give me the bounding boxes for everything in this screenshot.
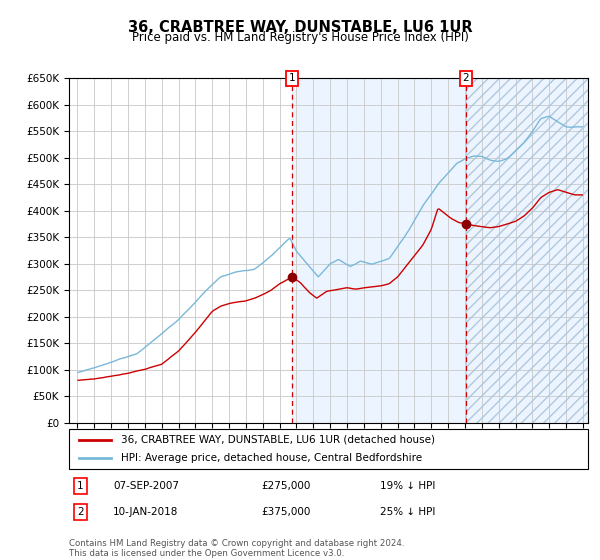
Text: 07-SEP-2007: 07-SEP-2007 (113, 481, 179, 491)
Text: £275,000: £275,000 (261, 481, 310, 491)
Text: 1: 1 (77, 481, 83, 491)
Bar (292, 78, 592, 423)
Bar (466, 78, 592, 423)
Text: Price paid vs. HM Land Registry's House Price Index (HPI): Price paid vs. HM Land Registry's House … (131, 31, 469, 44)
FancyBboxPatch shape (69, 429, 588, 469)
Text: 10-JAN-2018: 10-JAN-2018 (113, 507, 178, 517)
Text: 36, CRABTREE WAY, DUNSTABLE, LU6 1UR (detached house): 36, CRABTREE WAY, DUNSTABLE, LU6 1UR (de… (121, 435, 435, 445)
Text: Contains HM Land Registry data © Crown copyright and database right 2024.
This d: Contains HM Land Registry data © Crown c… (69, 539, 404, 558)
Text: 2: 2 (77, 507, 83, 517)
Text: 1: 1 (289, 73, 296, 83)
Text: 25% ↓ HPI: 25% ↓ HPI (380, 507, 436, 517)
Text: 36, CRABTREE WAY, DUNSTABLE, LU6 1UR: 36, CRABTREE WAY, DUNSTABLE, LU6 1UR (128, 20, 472, 35)
Text: £375,000: £375,000 (261, 507, 310, 517)
Text: 2: 2 (463, 73, 469, 83)
Text: HPI: Average price, detached house, Central Bedfordshire: HPI: Average price, detached house, Cent… (121, 454, 422, 463)
Text: 19% ↓ HPI: 19% ↓ HPI (380, 481, 436, 491)
